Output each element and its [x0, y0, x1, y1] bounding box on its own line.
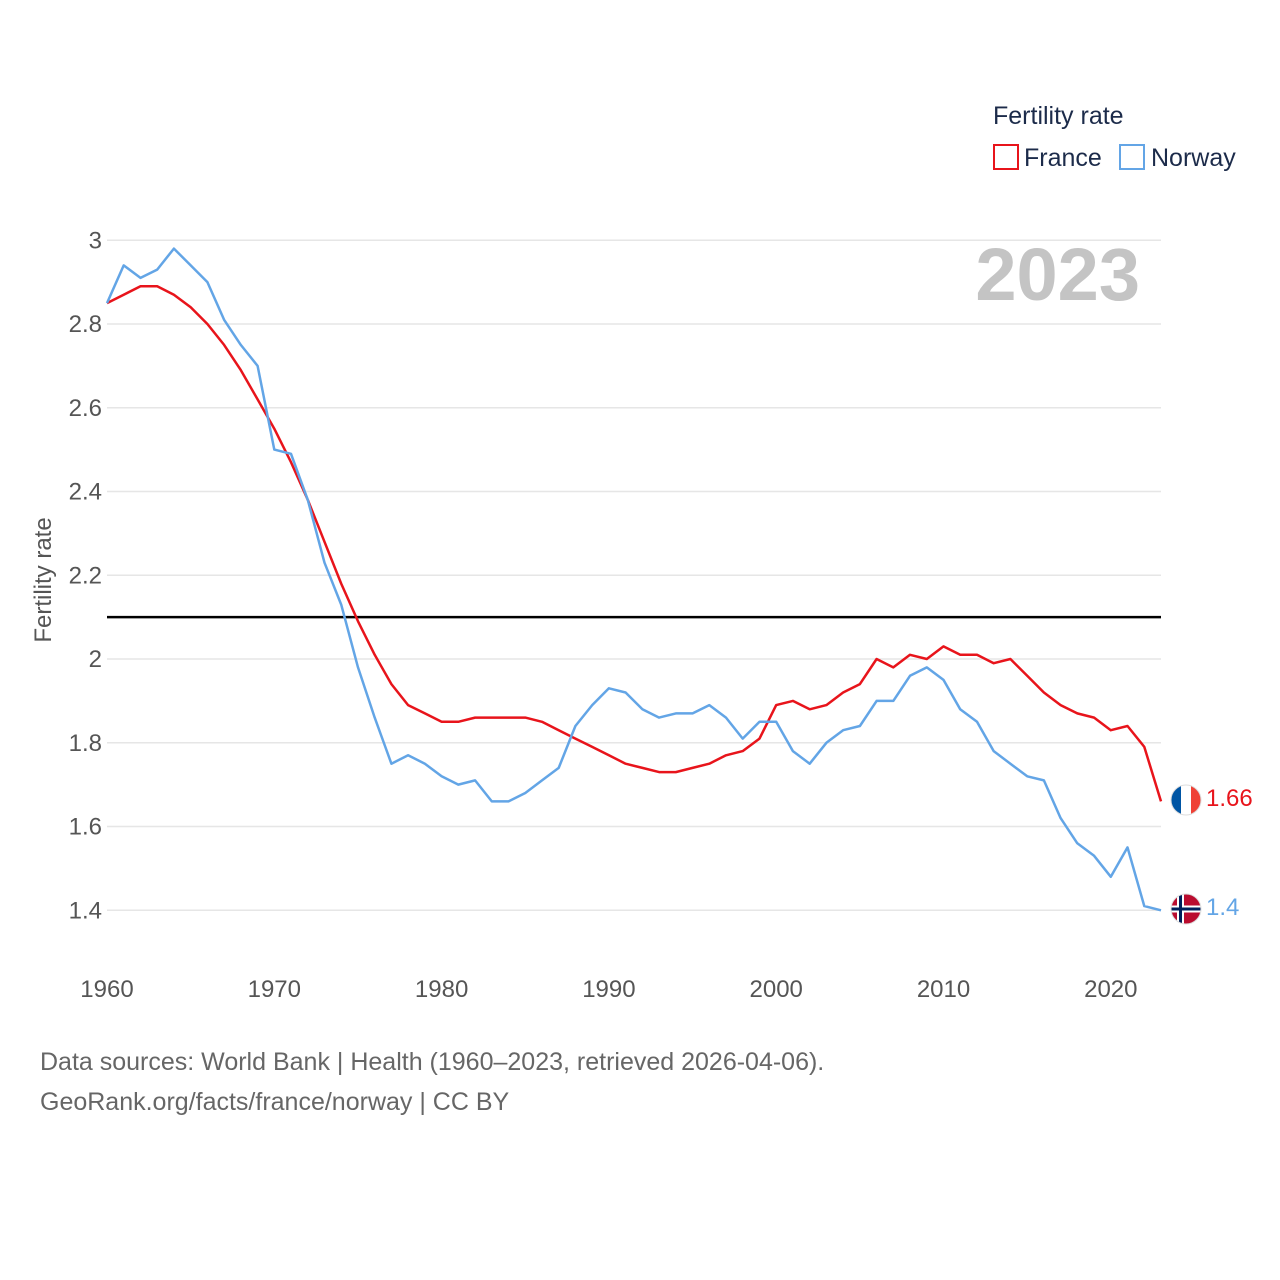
y-tick-label: 2.8	[69, 311, 102, 338]
x-tick-label: 1980	[415, 976, 468, 1003]
y-tick-label: 2	[89, 646, 102, 673]
x-tick-label: 1970	[248, 976, 301, 1003]
x-tick-label: 1990	[582, 976, 635, 1003]
source-url-note: GeoRank.org/facts/france/norway | CC BY	[40, 1088, 510, 1116]
legend-label-norway: Norway	[1151, 144, 1236, 172]
fertility-rate-chart: 1.4 1.6 1.8 2 2.2 2.4 2.6 2.8 3 1960 1970 1980 1990…	[30, 102, 1253, 1003]
y-tick-label: 1.4	[69, 897, 102, 924]
data-sources-note: Data sources: World Bank | Health (1960–…	[40, 1048, 825, 1076]
legend-title: Fertility rate	[993, 102, 1124, 130]
y-tick-label: 2.6	[69, 395, 102, 422]
x-tick-label: 2010	[917, 976, 970, 1003]
y-tick-label: 1.8	[69, 730, 102, 757]
norway-flag-icon	[1171, 894, 1201, 924]
y-tick-label: 3	[89, 227, 102, 254]
x-tick-label: 2020	[1084, 976, 1137, 1003]
year-watermark: 2023	[975, 233, 1140, 316]
series-line-norway	[105, 247, 1162, 912]
france-flag-icon	[1171, 785, 1201, 815]
y-tick-label: 2.4	[69, 479, 102, 506]
x-tick-label: 1960	[80, 976, 133, 1003]
legend-label-france: France	[1024, 144, 1102, 172]
end-label-norway: 1.4	[1206, 894, 1239, 921]
y-gridlines	[107, 239, 1161, 911]
footer: Data sources: World Bank | Health (1960–…	[40, 1042, 824, 1122]
x-tick-label: 2000	[750, 976, 803, 1003]
end-label-france: 1.66	[1206, 785, 1253, 812]
y-tick-label: 2.2	[69, 562, 102, 589]
series-line-france	[106, 285, 1163, 802]
legend-swatch-norway	[1119, 144, 1145, 170]
legend: Fertility rate France Norway	[993, 102, 1236, 172]
y-tick-label: 1.6	[69, 814, 102, 841]
x-tick-labels: 1960 1970 1980 1990 2000 2010 2020	[80, 976, 1137, 1003]
y-axis-label: Fertility rate	[30, 517, 57, 642]
y-tick-labels: 1.4 1.6 1.8 2 2.2 2.4 2.6 2.8 3	[69, 227, 102, 924]
legend-swatch-france	[993, 144, 1019, 170]
